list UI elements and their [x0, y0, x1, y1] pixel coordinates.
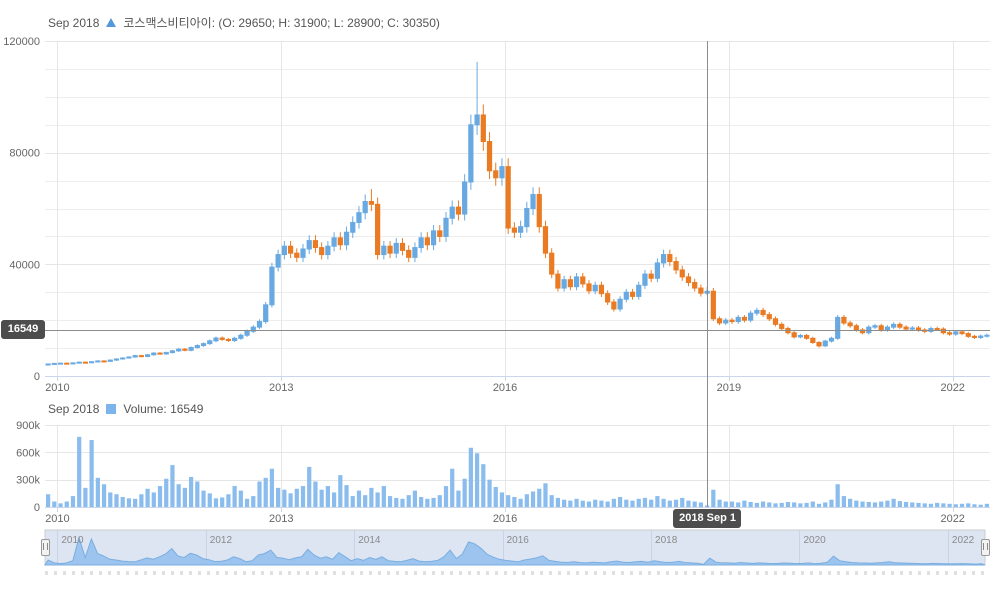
gridlines: [45, 41, 990, 512]
hover-date-label: Sep 2018: [48, 15, 100, 30]
svg-text:80000: 80000: [9, 148, 40, 160]
svg-text:2020: 2020: [803, 535, 826, 546]
volume-pane-legend: Sep 2018 Volume: 16549: [48, 402, 203, 416]
svg-text:0: 0: [34, 371, 40, 383]
volume-series[interactable]: [45, 436, 990, 507]
navigator[interactable]: 2010 2012 2014 2016 2018 2020 2022: [44, 529, 986, 566]
crosshair-price-label: 16549: [1, 319, 45, 339]
svg-text:2016: 2016: [493, 513, 517, 525]
svg-text:600k: 600k: [16, 447, 40, 459]
svg-text:2010: 2010: [61, 535, 84, 546]
svg-text:2018: 2018: [655, 535, 678, 546]
svg-text:900k: 900k: [16, 420, 40, 432]
svg-text:120000: 120000: [3, 36, 40, 48]
svg-text:300k: 300k: [16, 475, 40, 487]
svg-text:40000: 40000: [9, 259, 40, 271]
svg-text:2010: 2010: [45, 513, 69, 525]
volume-value-label: Volume: 16549: [123, 402, 204, 416]
series-ohlc-label: 코스맥스비티아이: (O: 29650; H: 31900; L: 28900;…: [123, 16, 440, 30]
svg-text:2022: 2022: [952, 535, 975, 546]
navigator-right-handle[interactable]: [981, 539, 990, 556]
svg-text:2016: 2016: [493, 382, 517, 394]
crosshair: [45, 41, 990, 507]
svg-text:2014: 2014: [358, 535, 381, 546]
price-pane-legend: Sep 2018 코스맥스비티아이: (O: 29650; H: 31900; …: [48, 14, 440, 31]
svg-text:2022: 2022: [940, 513, 964, 525]
svg-text:2013: 2013: [269, 382, 293, 394]
crosshair-date-label: 2018 Sep 1: [673, 509, 742, 528]
series-marker-triangle-icon: [106, 18, 117, 27]
navigator-left-handle[interactable]: [41, 539, 50, 556]
candlestick-series[interactable]: [45, 61, 990, 366]
svg-text:2013: 2013: [269, 513, 293, 525]
volume-hover-date-label: Sep 2018: [48, 402, 100, 416]
axis-labels: 0 40000 80000 120000 0 300k 600k 900k 2010 2010 20…: [3, 36, 965, 525]
svg-text:2016: 2016: [507, 535, 530, 546]
scrollbar-track[interactable]: [45, 571, 990, 575]
svg-text:2019: 2019: [717, 382, 741, 394]
svg-text:2010: 2010: [45, 382, 69, 394]
svg-text:2022: 2022: [940, 382, 964, 394]
svg-text:0: 0: [34, 502, 40, 514]
svg-text:2012: 2012: [210, 535, 233, 546]
volume-series-marker-icon: [106, 404, 117, 414]
